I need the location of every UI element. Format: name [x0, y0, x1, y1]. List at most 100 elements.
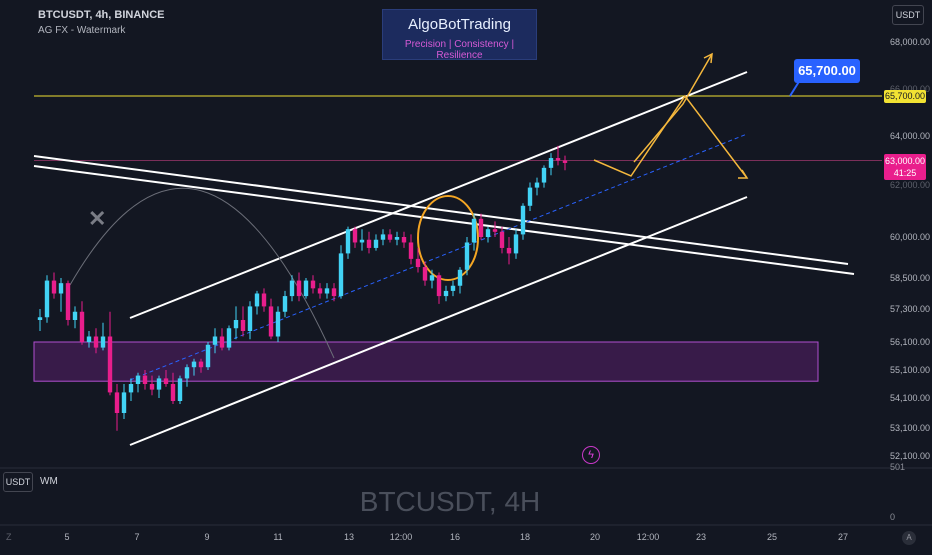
indicator-label[interactable]: AG FX - Watermark [38, 25, 126, 36]
candle-body [373, 239, 379, 248]
candle [212, 328, 218, 354]
candle-body [324, 288, 330, 294]
candle [548, 153, 554, 176]
candle [555, 145, 561, 166]
x-tick-label: 25 [767, 532, 777, 542]
zone-rect [33, 341, 819, 382]
y-tick-label: 54,100.00 [890, 393, 930, 403]
auto-scale-button[interactable]: A [902, 531, 916, 545]
highlight-circle [417, 195, 479, 281]
candle [226, 325, 232, 351]
candle-body [58, 283, 64, 294]
target-price-callout: 65,700.00 [794, 59, 860, 83]
candle-body [37, 317, 43, 320]
arrowhead-up [703, 52, 713, 64]
candle-body [261, 293, 267, 307]
x-tick-label: 13 [344, 532, 354, 542]
candle-body [205, 344, 211, 368]
candle-body [93, 336, 99, 348]
candle [128, 378, 134, 401]
candle-body [72, 311, 78, 320]
brand-tagline: Precision | Consistency | Resilience [404, 39, 515, 61]
candle [485, 226, 491, 243]
candle [352, 226, 358, 248]
candle-body [107, 336, 113, 393]
candle-body [247, 306, 253, 331]
candle [471, 213, 477, 251]
candle [254, 290, 260, 315]
candle [429, 269, 435, 289]
x-tick-label: 27 [838, 532, 848, 542]
candle [100, 322, 106, 351]
y-tick-label: 55,100.00 [890, 365, 930, 375]
candle-body [338, 253, 344, 297]
candle [541, 165, 547, 188]
supply-demand-zone [33, 341, 819, 382]
y-tick-label: 56,100.00 [890, 337, 930, 347]
candle-body [548, 158, 554, 168]
candle [240, 306, 246, 337]
candle [142, 370, 148, 390]
candle-body [415, 258, 421, 268]
candle [534, 177, 540, 196]
candle [303, 278, 309, 299]
candle [135, 372, 141, 393]
candle [121, 384, 127, 419]
candle-body [121, 392, 127, 413]
candle [345, 226, 351, 259]
candle [170, 372, 176, 404]
candle-body [520, 205, 526, 235]
candle-body [65, 283, 71, 320]
y-tick-label: 66,000.00 [890, 84, 930, 94]
candle-body [506, 247, 512, 254]
candle [51, 272, 57, 299]
candle-body [86, 336, 92, 342]
arrowhead-down [738, 169, 749, 179]
drawing-lines [33, 71, 882, 446]
candle-body [436, 275, 442, 297]
candle [394, 231, 400, 246]
candles [37, 145, 568, 431]
candle-body [562, 160, 568, 163]
candle [373, 234, 379, 251]
brand-banner: AlgoBotTrading Precision | Consistency |… [382, 9, 537, 61]
candle [282, 290, 288, 318]
projection-arrows [593, 52, 749, 179]
x-tick-label: 9 [204, 532, 209, 542]
candle-body [485, 229, 491, 237]
x-tick-label: 16 [450, 532, 460, 542]
candle-body [331, 288, 337, 297]
candle [184, 364, 190, 387]
candle-body [233, 320, 239, 329]
candle [464, 237, 470, 276]
channel-lower [129, 196, 748, 446]
candle-body [317, 288, 323, 294]
candle [107, 311, 113, 396]
candle [317, 283, 323, 299]
candle-body [170, 384, 176, 401]
candle [457, 267, 463, 294]
descending-line-upper [33, 155, 849, 265]
candle-body [177, 378, 183, 401]
currency-button[interactable]: USDT [892, 5, 924, 25]
lightning-icon[interactable]: ϟ [582, 446, 600, 464]
candle-body [254, 293, 260, 307]
wm-label[interactable]: WM [40, 476, 58, 487]
candle [163, 370, 169, 387]
x-tick-label: 7 [134, 532, 139, 542]
cross-marker-icon: ✕ [88, 206, 107, 231]
candle [149, 375, 155, 396]
candle [499, 226, 505, 254]
candle-body [240, 320, 246, 331]
candle [191, 358, 197, 376]
candle [331, 283, 337, 302]
channel-upper [129, 71, 748, 319]
candle [198, 358, 204, 373]
bottom-currency-button[interactable]: USDT [3, 472, 33, 492]
candle [366, 231, 372, 254]
symbol-title[interactable]: BTCUSDT, 4h, BINANCE [38, 9, 165, 21]
y-tick-label: 53,100.00 [890, 423, 930, 433]
indicator-tick-label: 0 [890, 512, 895, 522]
